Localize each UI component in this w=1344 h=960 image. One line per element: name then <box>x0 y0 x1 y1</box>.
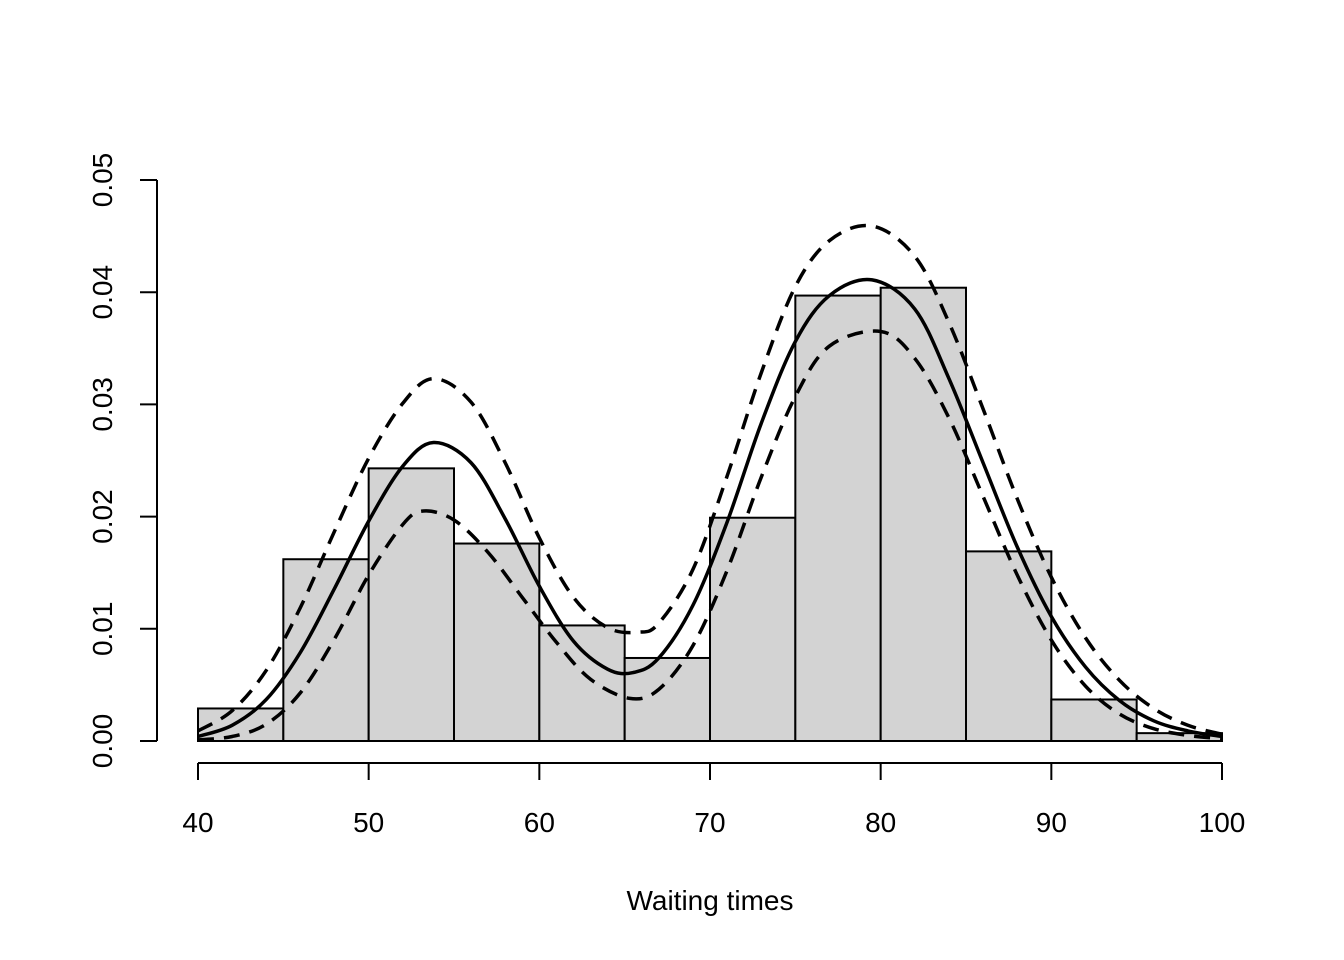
y-tick-label: 0.03 <box>87 377 118 432</box>
histogram-bar <box>709 516 797 742</box>
x-axis: 40 50 60 70 80 90 100 <box>182 762 1246 838</box>
y-tick-label: 0.00 <box>87 714 118 769</box>
density-curve-solid <box>197 277 1223 739</box>
histogram-bar <box>794 294 882 742</box>
x-tick-label: 60 <box>524 807 555 838</box>
y-tick-label: 0.05 <box>87 153 118 208</box>
x-tick-label: 90 <box>1036 807 1067 838</box>
x-tick-label: 40 <box>182 807 213 838</box>
y-tick-label: 0.01 <box>87 602 118 657</box>
x-tick-label: 80 <box>865 807 896 838</box>
x-tick-label: 100 <box>1199 807 1246 838</box>
density-curves <box>197 223 1223 742</box>
histogram-bars <box>197 286 1223 743</box>
x-tick-label: 70 <box>694 807 725 838</box>
histogram-bar <box>367 467 455 742</box>
histogram-bar <box>965 550 1053 743</box>
histogram-bar <box>538 624 626 743</box>
y-tick-label: 0.02 <box>87 489 118 544</box>
x-tick-label: 50 <box>353 807 384 838</box>
y-tick-label: 0.04 <box>87 265 118 320</box>
histogram-bar <box>453 542 541 743</box>
y-axis: 0.00 0.01 0.02 0.03 0.04 0.05 <box>87 153 158 769</box>
x-axis-title: Waiting times <box>626 885 793 916</box>
histogram-bar <box>1050 698 1138 743</box>
histogram-bar <box>879 286 968 742</box>
